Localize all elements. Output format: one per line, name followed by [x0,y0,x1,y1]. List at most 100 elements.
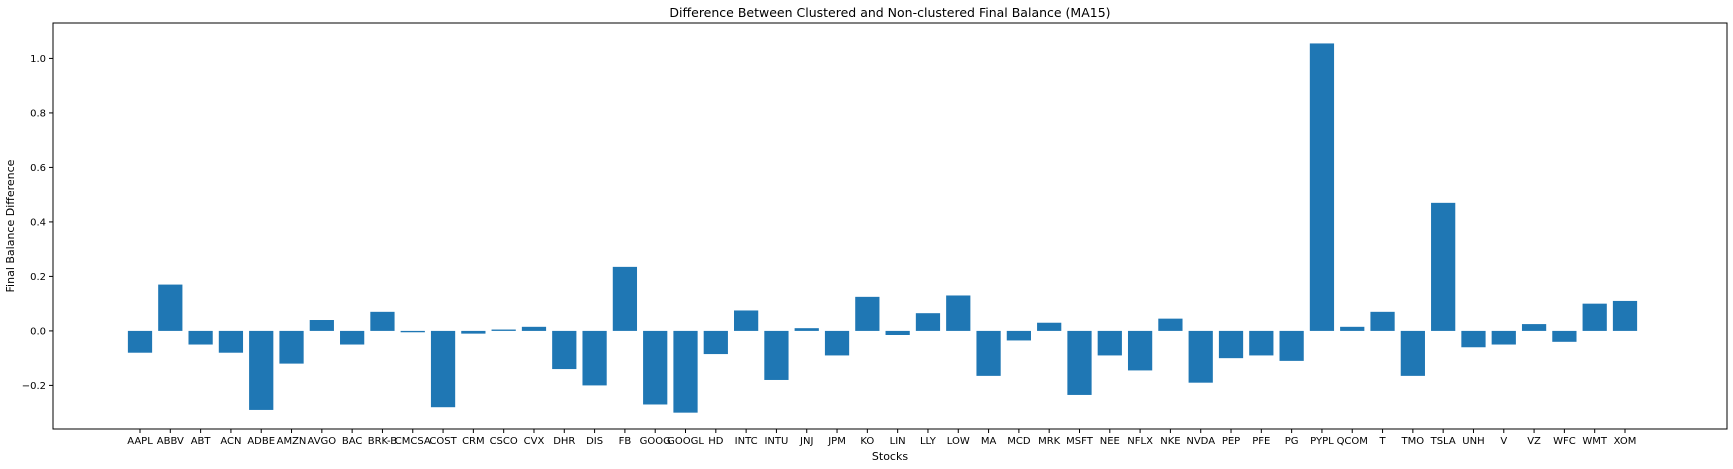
bar-lly [915,313,941,331]
x-tick-label-tmo: TMO [1401,436,1425,447]
x-tick-label-googl: GOOGL [667,436,704,447]
bar-ko [855,296,880,331]
bar-bac [340,330,365,345]
x-tick-label-brk-b: BRK-B [368,436,398,447]
x-tick-label-intu: INTU [764,436,788,447]
bar-nke [1158,318,1183,331]
x-tick-label-abt: ABT [191,436,212,447]
y-tick-label: −0.2 [22,381,46,392]
bar-abt [188,330,213,345]
bar-acn [218,330,244,353]
x-tick-label-amzn: AMZN [277,436,307,447]
bar-qcom [1340,326,1365,331]
x-tick-label-pep: PEP [1222,436,1240,447]
bar-dis [582,330,607,386]
x-tick-label-wmt: WMT [1582,436,1608,447]
x-axis-ticks: AAPL ABBV ABT ACN ADBE AMZN AVGO BAC BRK-BCMCSAC… [127,429,1636,447]
bar-xom [1612,300,1638,331]
bar-avgo [309,320,334,331]
bar-crm [461,330,486,334]
x-tick-label-qcom: QCOM [1337,436,1368,447]
bar-dhr [552,330,577,370]
bar-cmcsa [400,330,425,333]
x-tick-label-crm: CRM [462,436,485,447]
x-tick-label-goog: GOOG [640,436,671,447]
x-tick-label-intc: INTC [735,436,758,447]
bar-abbv [158,284,183,331]
x-tick-label-abbv: ABBV [157,436,184,447]
x-tick-label-pfe: PFE [1252,436,1270,447]
bar-lin [885,330,910,335]
bar-mcd [1006,330,1031,341]
bar-tsla [1431,202,1456,331]
bar-pfe [1249,330,1274,356]
x-tick-label-csco: CSCO [490,436,518,447]
bar-ma [976,330,1001,376]
bar-adbe [249,330,274,410]
x-tick-label-nvda: NVDA [1186,436,1215,447]
bar-aapl [127,330,153,353]
bar-nvda [1188,330,1213,383]
x-tick-label-wfc: WFC [1553,436,1576,447]
bar-tmo [1400,330,1425,376]
x-tick-label-ma: MA [981,436,997,447]
bar-unh [1461,330,1486,348]
x-tick-label-mcd: MCD [1007,436,1031,447]
bar-brk-b [370,311,395,331]
x-tick-label-acn: ACN [220,436,241,447]
bar-pypl [1309,43,1335,331]
y-axis-title: Final Balance Difference [4,159,17,292]
x-tick-label-mrk: MRK [1038,436,1061,447]
x-tick-label-dis: DIS [586,436,603,447]
bar-goog [643,330,668,405]
bar-t [1370,311,1395,331]
bar-intc [734,310,759,331]
x-tick-label-nee: NEE [1100,436,1120,447]
bar-jpm [824,330,850,356]
x-tick-label-pg: PG [1285,436,1299,447]
x-tick-label-vz: VZ [1527,436,1541,447]
x-tick-label-dhr: DHR [553,436,575,447]
x-tick-label-ko: KO [860,436,874,447]
y-axis-ticks: −0.2 0.0 0.2 0.4 0.6 0.8 1.0 [22,54,53,392]
bar-pg [1279,330,1304,361]
bar-v [1491,330,1516,345]
bar-pep [1218,330,1244,359]
x-tick-label-t: T [1378,436,1386,447]
x-tick-label-hd: HD [708,436,724,447]
x-axis-title: Stocks [872,450,908,463]
bar-cost [430,330,456,408]
bar-vz [1521,324,1547,331]
x-tick-label-nke: NKE [1160,436,1180,447]
x-tick-label-low: LOW [947,436,970,447]
x-tick-label-v: V [1500,436,1507,447]
bar-mrk [1037,322,1062,331]
bar-hd [703,330,728,355]
x-tick-label-cost: COST [429,436,457,447]
x-tick-label-fb: FB [619,436,632,447]
bar-csco [491,329,516,331]
x-tick-label-lly: LLY [920,436,937,447]
x-tick-label-jpm: JPM [827,436,846,447]
x-tick-label-cvx: CVX [524,436,545,447]
bar-msft [1067,330,1092,395]
x-tick-label-nflx: NFLX [1127,436,1153,447]
bar-nee [1097,330,1122,356]
x-tick-label-cmcsa: CMCSA [395,436,431,447]
y-tick-label: 0.6 [30,163,46,174]
bar-low [946,295,971,331]
x-tick-label-lin: LIN [890,436,906,447]
chart-title: Difference Between Clustered and Non-clu… [669,5,1110,20]
x-tick-label-tsla: TSLA [1430,436,1456,447]
y-tick-label: 0.0 [30,326,46,337]
bars-group [127,43,1638,413]
x-tick-label-aapl: AAPL [127,436,153,447]
x-tick-label-jnj: JNJ [799,436,813,447]
x-tick-label-avgo: AVGO [308,436,337,447]
x-tick-label-bac: BAC [342,436,363,447]
x-tick-label-unh: UNH [1462,436,1484,447]
bar-nflx [1127,330,1153,371]
bar-googl [673,330,698,413]
bar-fb [612,266,638,331]
